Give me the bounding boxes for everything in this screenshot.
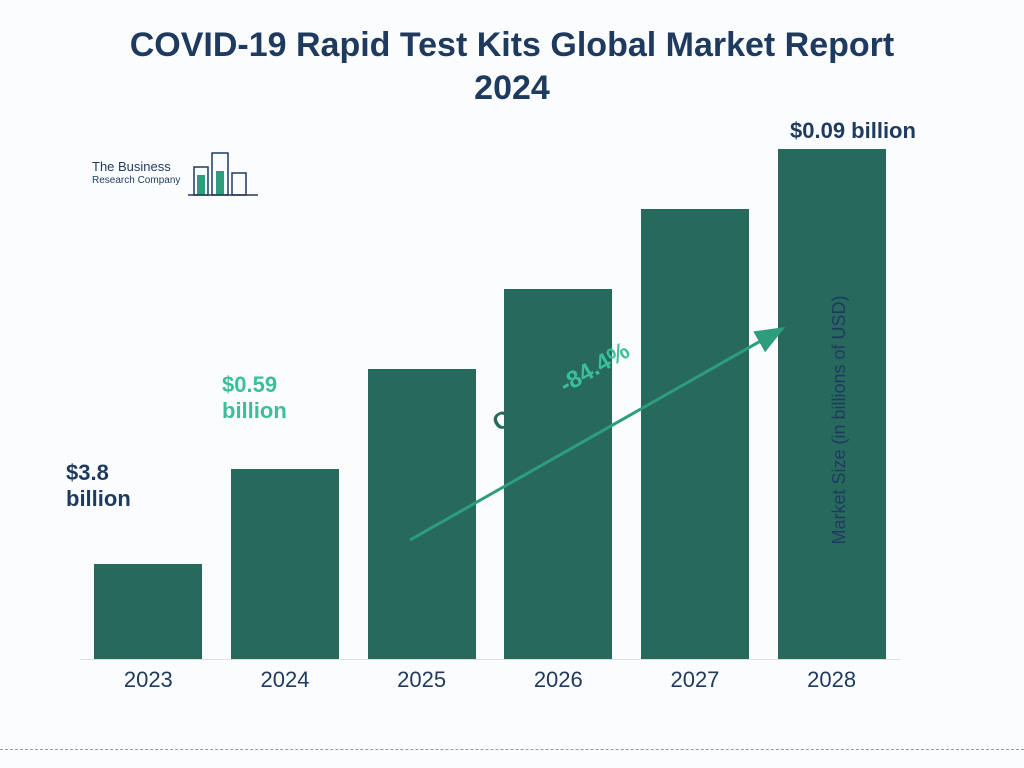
- chart-area: 2023 2024 2025 2026 2027 2028 Market Size (in…: [80, 140, 940, 700]
- y-axis-label: Market Size (in billions of USD): [829, 295, 850, 544]
- bar: [504, 289, 612, 659]
- value-label: $0.09 billion: [790, 118, 916, 144]
- bar-wrap: 2027: [641, 209, 749, 659]
- chart-title: COVID-19 Rapid Test Kits Global Market R…: [0, 0, 1024, 109]
- bar: [231, 469, 339, 659]
- x-axis-label: 2028: [778, 667, 886, 693]
- value-label: $0.59billion: [222, 372, 287, 425]
- x-axis-label: 2024: [231, 667, 339, 693]
- bar-wrap: 2023: [94, 564, 202, 659]
- x-axis-label: 2025: [368, 667, 476, 693]
- x-axis-label: 2023: [94, 667, 202, 693]
- bar: [368, 369, 476, 659]
- bar-wrap: 2025: [368, 369, 476, 659]
- bar-wrap: 2026: [504, 289, 612, 659]
- x-axis-label: 2026: [504, 667, 612, 693]
- x-axis-label: 2027: [641, 667, 749, 693]
- value-label: $3.8billion: [66, 460, 131, 513]
- footer-divider: [0, 749, 1024, 750]
- bars-container: 202320242025202620272028: [80, 140, 900, 660]
- bar-wrap: 2024: [231, 469, 339, 659]
- bar: [641, 209, 749, 659]
- bar: [94, 564, 202, 659]
